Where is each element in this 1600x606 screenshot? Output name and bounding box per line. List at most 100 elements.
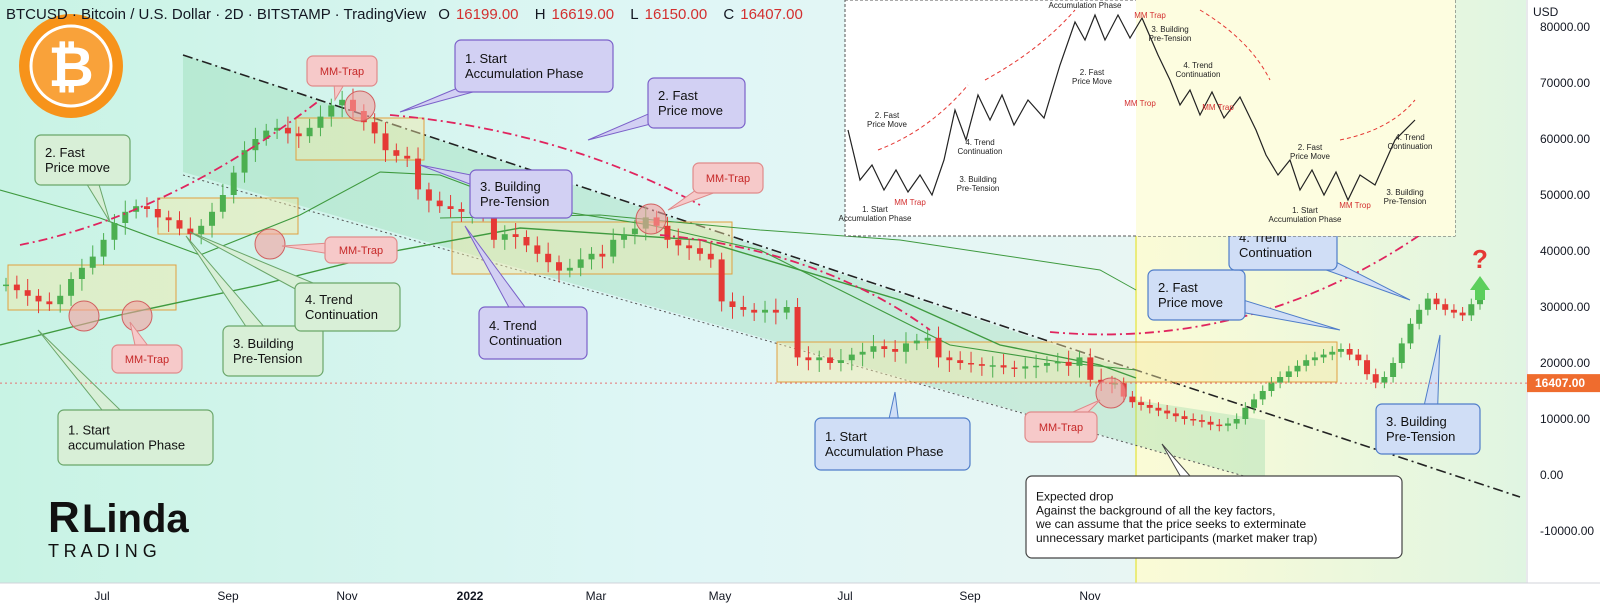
candle-body (621, 234, 628, 240)
candle-body (566, 267, 573, 271)
callout-text: MM-Trap (339, 245, 383, 257)
inset-label: 3. Building Pre-Tension (957, 175, 1000, 193)
candle-body (1054, 361, 1061, 364)
inset-label: MM Trop (1339, 201, 1371, 210)
callout-box (1375, 403, 1481, 455)
candle-body (13, 284, 20, 291)
time-tick: Jul (837, 589, 852, 603)
candle-body (458, 209, 465, 212)
trap-circle (635, 203, 667, 235)
bitcoin-logo-inner (29, 24, 113, 108)
annotation-l5: 4. Trend Continuation (189, 231, 401, 332)
projection-body (1337, 349, 1344, 352)
candle-body (78, 267, 85, 279)
candle-body (1076, 357, 1083, 366)
inset-dash (984, 9, 1076, 81)
bitcoin-logo-glyph: ₿ (48, 35, 94, 98)
projection-body (1268, 382, 1275, 391)
candle-body (274, 127, 281, 131)
projected-path-arc (389, 114, 701, 206)
callout-text: MM-Trap (1039, 422, 1083, 434)
price-tick: 30000.00 (1540, 300, 1590, 314)
projection-body (1398, 343, 1405, 363)
candle-body (425, 189, 432, 201)
inset-label: 3. Building Pre-Tension (1149, 25, 1192, 43)
logo-r-glyph: R (48, 493, 80, 542)
inset-label: 4. Trend Continuation (1388, 133, 1433, 151)
callout-text: 3. Building Pre-Tension (1386, 414, 1455, 444)
projection-body (1468, 304, 1475, 316)
callout-text: MM-Trap (706, 173, 750, 185)
projection-body (1146, 405, 1153, 408)
callout-text: 2. Fast Price move (658, 88, 723, 118)
callout-box (692, 162, 764, 194)
projection-body (1433, 298, 1440, 305)
candle-body (241, 150, 248, 173)
trap-circle (1095, 377, 1127, 409)
time-tick: May (709, 589, 732, 603)
symbol-title[interactable]: BTCUSD · Bitcoin / U.S. Dollar · 2D · BI… (6, 6, 427, 23)
candle-body (1065, 361, 1072, 366)
projection-body (1390, 363, 1397, 377)
candle-body (935, 337, 942, 358)
candle-body (447, 206, 454, 209)
bitcoin-logo-icon: ₿ (19, 14, 123, 118)
candle-body (415, 158, 422, 190)
candle-body (534, 245, 541, 254)
candle-body (35, 295, 42, 302)
candle-body (68, 279, 75, 296)
candle-body (1011, 367, 1018, 369)
annotation-l9: 2. Fast Price move (587, 77, 746, 141)
candle-body (219, 195, 226, 212)
callout-box (306, 55, 378, 87)
candle-body (490, 214, 497, 240)
annotation-r1: 1. Start Accumulation Phase (814, 391, 971, 471)
candle-body (306, 127, 313, 137)
price-axis-unit: USD (1533, 5, 1559, 19)
candle-body (404, 155, 411, 159)
callout-box (324, 236, 398, 264)
candle-body (588, 253, 595, 260)
candle-body (913, 340, 920, 344)
candle-body (284, 127, 291, 134)
price-tick: 50000.00 (1540, 188, 1590, 202)
candle-body (837, 360, 844, 363)
inset-highlight (1136, 0, 1455, 236)
accumulation-box (295, 117, 425, 161)
projection-body (1424, 298, 1431, 310)
projection-body (1207, 421, 1214, 425)
projection-body (1372, 374, 1379, 383)
candle-body (859, 351, 866, 355)
time-tick: Mar (586, 589, 607, 603)
candle-body (382, 133, 389, 151)
annotation-r3: 2. Fast Price move (1147, 269, 1341, 331)
projection-body (1346, 349, 1353, 355)
candle-body (816, 357, 823, 361)
ohlc-readout: O 16199.00 H 16619.00 L 16150.00 C 16407.00 (438, 6, 815, 23)
callout-text: 3. Building Pre-Tension (233, 336, 302, 366)
price-tick: 10000.00 (1540, 412, 1590, 426)
callout-text: 2. Fast Price move (45, 145, 110, 175)
price-tick: 40000.00 (1540, 244, 1590, 258)
projection-body (1190, 419, 1197, 421)
projection-body (1311, 357, 1318, 361)
projected-path-arc (19, 99, 321, 246)
candle-body (577, 259, 584, 268)
projection-body (1416, 309, 1423, 324)
last-price-badge (1527, 374, 1600, 393)
candle-body (631, 228, 638, 235)
high-label: H (534, 6, 546, 23)
candle-body (870, 346, 877, 352)
price-axis-bg (1527, 0, 1600, 583)
inset-label: 2. Fast Price Move (1290, 143, 1331, 161)
high-value: 16619.00 (551, 6, 615, 23)
trap-circle (254, 228, 286, 260)
callout-box (222, 325, 324, 377)
price-tick: -10000.00 (1540, 524, 1594, 538)
candle-body (707, 253, 714, 260)
annotation-l7: MM-Trap (281, 236, 398, 264)
annotation-r2: MM-Trap (1024, 399, 1101, 443)
price-tick: 20000.00 (1540, 356, 1590, 370)
